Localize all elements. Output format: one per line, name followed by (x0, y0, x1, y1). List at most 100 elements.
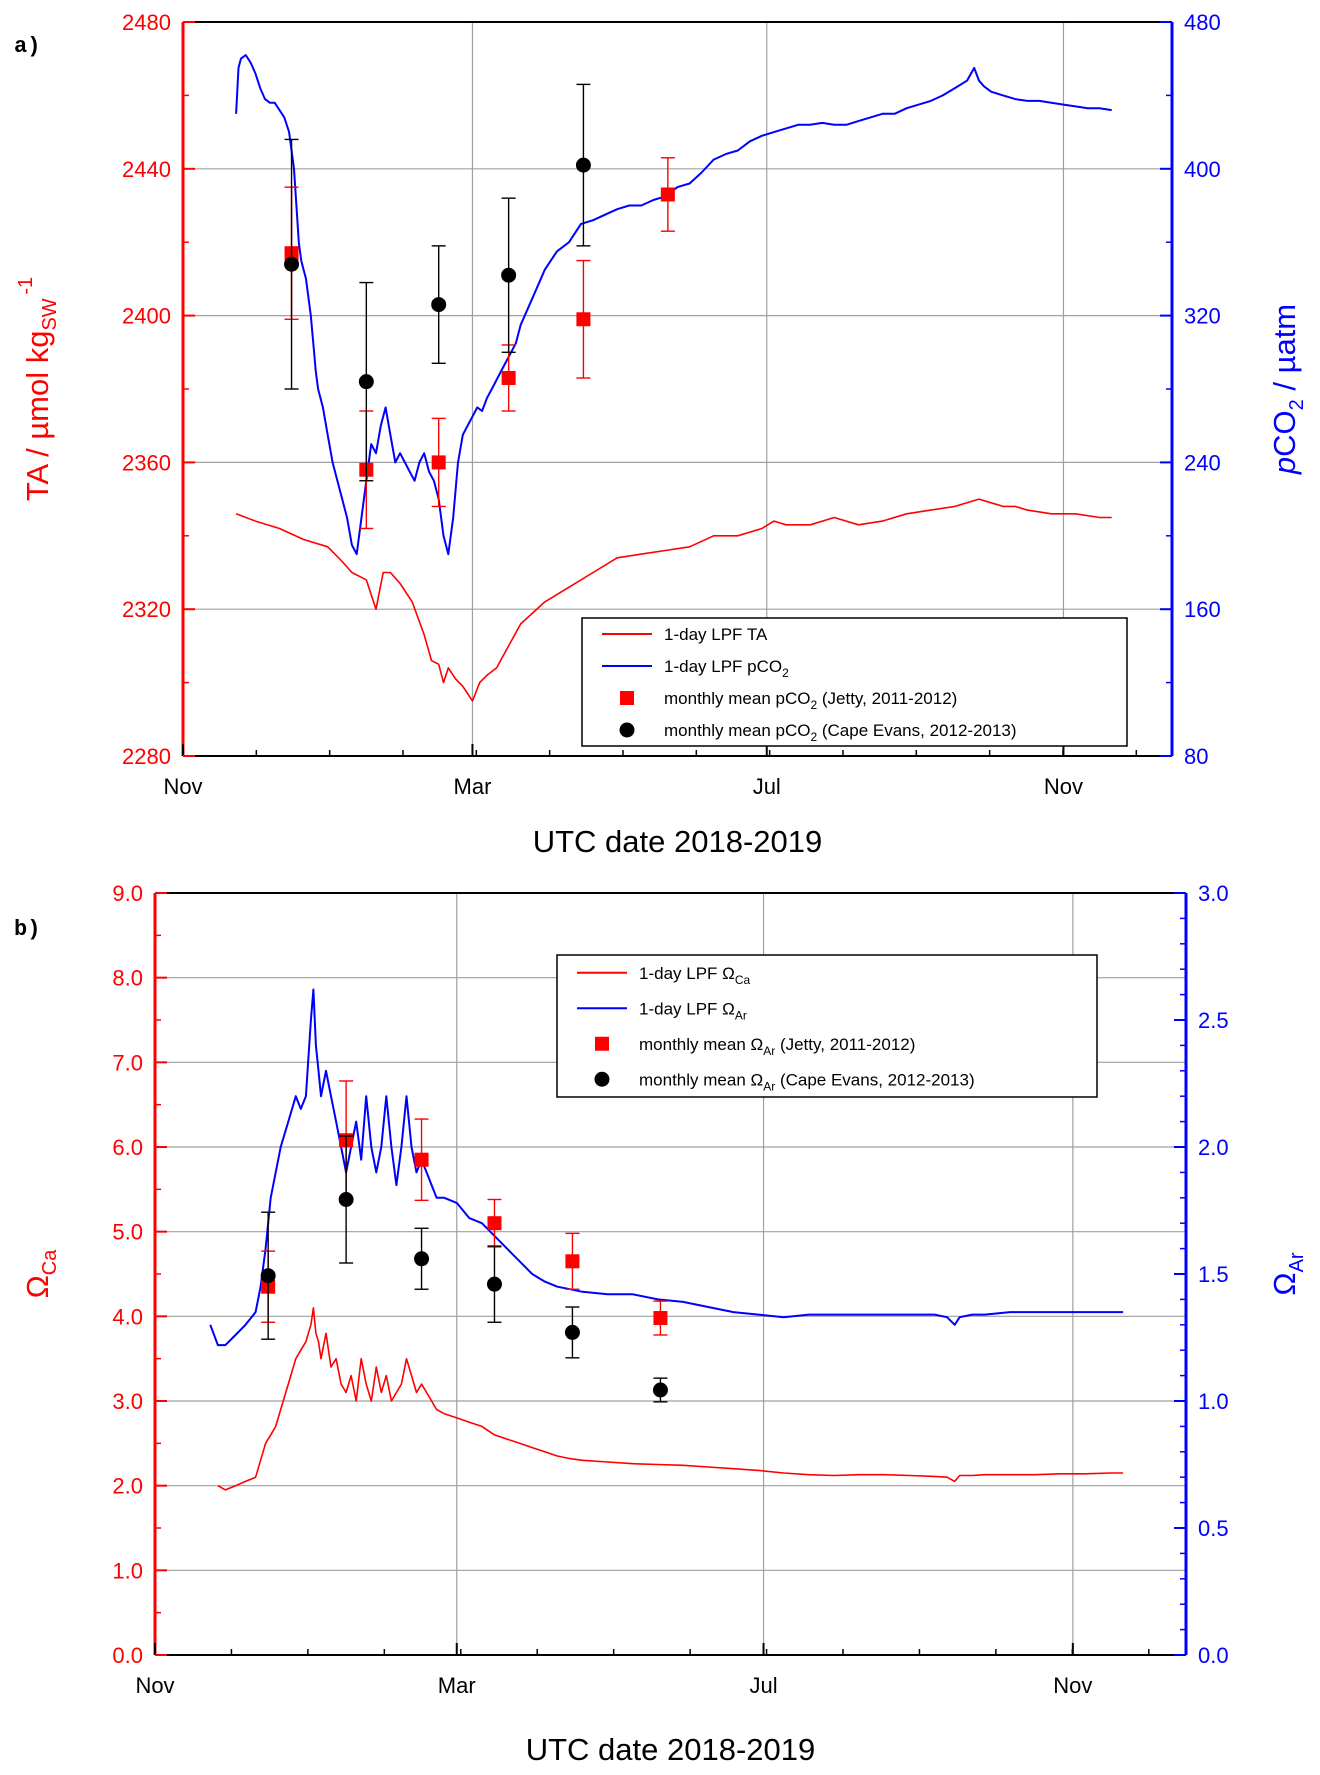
y-left-tick-label: 6.0 (112, 1135, 143, 1160)
text-span: SW (39, 298, 61, 330)
legend-label: 1-day LPF ΩCa (639, 964, 751, 987)
plot-area (209, 988, 1124, 1491)
legend-circle-swatch (594, 1071, 610, 1087)
x-tick-label: Nov (1053, 1673, 1092, 1698)
legend-box (581, 617, 1128, 747)
legend-label: monthly mean ΩAr (Jetty, 2011-2012) (639, 1035, 915, 1058)
text-span: Ca (39, 1249, 61, 1275)
text-span: monthly mean pCO (664, 689, 810, 708)
x-tick-label: Nov (1044, 774, 1083, 799)
y-right-tick-label: 3.0 (1198, 881, 1229, 906)
text-span: (Jetty, 2011-2012) (817, 689, 957, 708)
text-span: 2 (782, 666, 789, 680)
x-tick-label: Jul (749, 1673, 777, 1698)
data-point-circle (431, 297, 447, 313)
data-point-circle (358, 374, 374, 390)
y-left-tick-label: 2400 (122, 304, 171, 329)
y-left-tick-label: 2.0 (112, 1474, 143, 1499)
y-right-tick-label: 2.5 (1198, 1008, 1229, 1033)
y-left-axis-title: ΩCa (20, 1249, 61, 1299)
data-point-square (487, 1216, 502, 1231)
legend-box (556, 954, 1098, 1098)
text-span: p (1267, 457, 1302, 475)
text-span: Ar (763, 1044, 775, 1058)
data-point-circle (284, 256, 300, 272)
data-point-circle (501, 267, 517, 283)
legend-label: 1-day LPF TA (664, 625, 768, 644)
text-span: 2 (1286, 399, 1308, 410)
y-left-tick-label: 2440 (122, 157, 171, 182)
data-point-square (565, 1254, 580, 1269)
plot-area (235, 54, 1112, 702)
data-point-circle (575, 157, 591, 173)
text-span: Ar (1286, 1252, 1308, 1272)
panel-label: b) (14, 917, 40, 942)
text-span: CO (1267, 410, 1302, 457)
legend-label: 1-day LPF pCO2 (664, 657, 789, 680)
x-tick-label: Mar (438, 1673, 476, 1698)
data-point-square (576, 312, 591, 327)
data-point-circle (486, 1276, 502, 1292)
y-right-tick-label: 80 (1184, 744, 1208, 769)
y-right-tick-label: 1.5 (1198, 1262, 1229, 1287)
text-span: Ar (735, 1008, 747, 1022)
y-left-axis-title: TA / µmol kgSW-1 (15, 277, 61, 501)
data-point-circle (414, 1251, 430, 1267)
text-span: / µatm (1267, 304, 1302, 399)
text-span: Ca (735, 973, 751, 987)
y-left-tick-label: 2320 (122, 597, 171, 622)
y-left-tick-label: 2360 (122, 450, 171, 475)
data-point-square (653, 1311, 668, 1326)
y-left-tick-label: 4.0 (112, 1304, 143, 1329)
text-span: 2 (810, 730, 817, 744)
text-span: (Cape Evans, 2012-2013) (817, 721, 1016, 740)
y-right-tick-label: 240 (1184, 450, 1221, 475)
y-right-tick-label: 160 (1184, 597, 1221, 622)
text-span: -1 (15, 277, 37, 295)
text-span: (Jetty, 2011-2012) (775, 1035, 915, 1054)
data-point-square (660, 187, 675, 202)
y-left-tick-label: 2480 (122, 10, 171, 35)
data-point-square (501, 370, 516, 385)
series-line-0 (217, 1307, 1124, 1491)
y-left-tick-label: 3.0 (112, 1389, 143, 1414)
x-axis-title: UTC date 2018-2019 (533, 824, 823, 859)
y-left-tick-label: 7.0 (112, 1050, 143, 1075)
y-left-tick-label: 0.0 (112, 1643, 143, 1668)
data-point-circle (652, 1382, 668, 1398)
y-right-tick-label: 2.0 (1198, 1135, 1229, 1160)
y-right-axis-title: ΩAr (1267, 1252, 1308, 1296)
text-span: 2 (810, 698, 817, 712)
panel-label: a) (14, 34, 40, 59)
data-point-square (414, 1152, 429, 1167)
text-span: Ar (763, 1079, 775, 1093)
y-left-tick-label: 8.0 (112, 966, 143, 991)
chart-panel-b: Nov Mar Jul Nov 0.0 1.0 2.0 3.0 4.0 5.0 6.0 7.0 8.0 9… (14, 881, 1308, 1767)
y-right-tick-label: 320 (1184, 304, 1221, 329)
text-span: 1-day LPF Ω (639, 999, 735, 1018)
y-left-tick-label: 2280 (122, 744, 171, 769)
data-point-square (431, 455, 446, 470)
legend-label: 1-day LPF ΩAr (639, 999, 747, 1022)
text-span: 1-day LPF pCO (664, 657, 782, 676)
y-left-tick-label: 9.0 (112, 881, 143, 906)
y-right-tick-label: 0.5 (1198, 1516, 1229, 1541)
series-line-0 (235, 498, 1112, 702)
y-right-tick-label: 1.0 (1198, 1389, 1229, 1414)
legend-label: monthly mean pCO2 (Jetty, 2011-2012) (664, 689, 957, 712)
y-right-tick-label: 0.0 (1198, 1643, 1229, 1668)
y-left-tick-label: 5.0 (112, 1220, 143, 1245)
y-right-tick-label: 400 (1184, 157, 1221, 182)
text-span: 1-day LPF TA (664, 625, 768, 644)
x-tick-label: Nov (163, 774, 202, 799)
data-point-circle (260, 1268, 276, 1284)
text-span: 1-day LPF Ω (639, 964, 735, 983)
x-axis-title: UTC date 2018-2019 (526, 1732, 816, 1767)
data-point-circle (564, 1324, 580, 1340)
y-right-axis-title: pCO2 / µatm (1267, 304, 1308, 475)
legend-square-swatch (620, 691, 634, 705)
text-span: monthly mean pCO (664, 721, 810, 740)
